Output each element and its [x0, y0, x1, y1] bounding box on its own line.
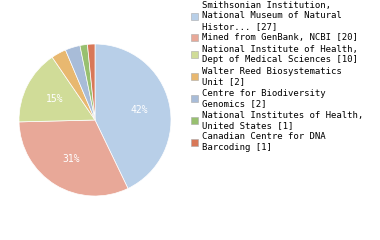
Wedge shape — [95, 44, 171, 188]
Wedge shape — [52, 50, 95, 120]
Wedge shape — [80, 44, 95, 120]
Wedge shape — [19, 120, 128, 196]
Wedge shape — [19, 57, 95, 122]
Wedge shape — [87, 44, 95, 120]
Legend: Smithsonian Institution,
National Museum of Natural
Histor... [27], Mined from G: Smithsonian Institution, National Museum… — [190, 0, 364, 153]
Wedge shape — [65, 46, 95, 120]
Text: 42%: 42% — [131, 105, 148, 115]
Text: 15%: 15% — [46, 94, 63, 104]
Text: 31%: 31% — [62, 154, 80, 164]
